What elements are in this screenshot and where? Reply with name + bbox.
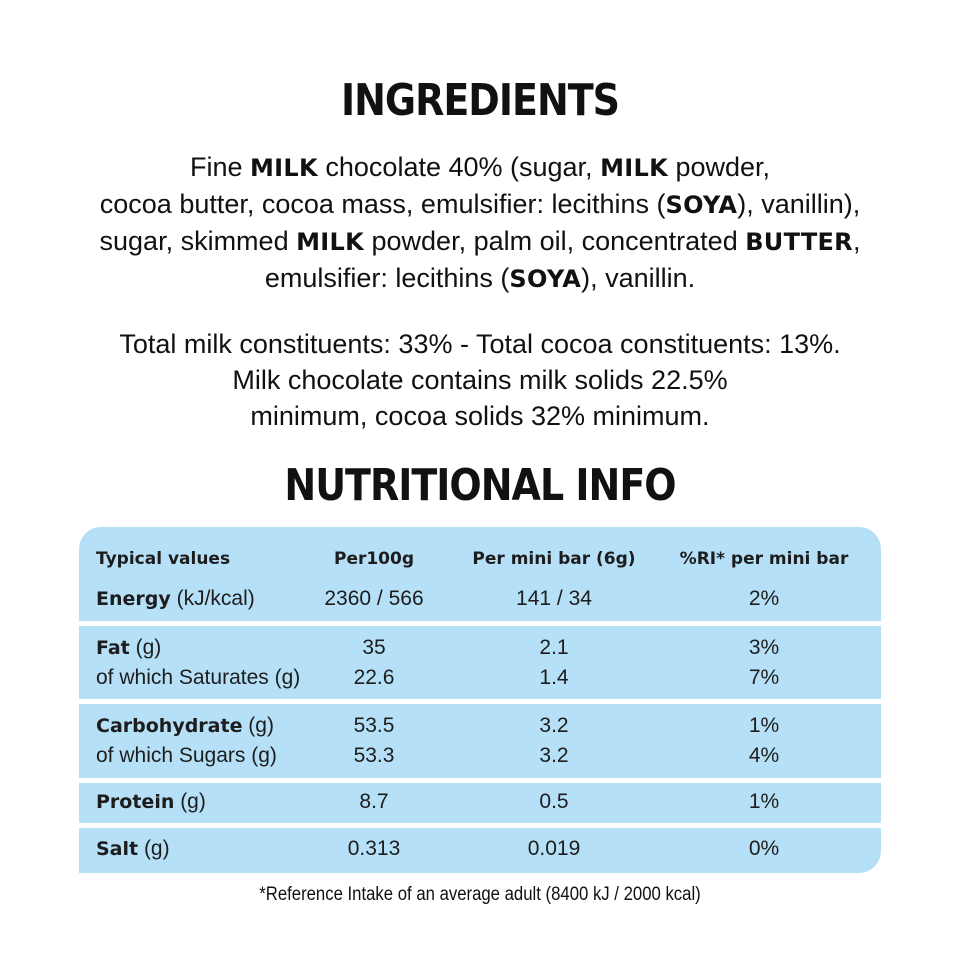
nutritional-info-title: NUTRITIONAL INFO <box>284 459 676 511</box>
constituents-line: Total milk constituents: 33% - Total coc… <box>119 329 841 359</box>
constituents-text: Total milk constituents: 33% - Total coc… <box>40 326 920 434</box>
protein-per-bar: 0.5 <box>539 790 569 813</box>
row-name: Protein <box>96 791 175 813</box>
sugars-per100: 53.3 <box>353 744 395 767</box>
row-unit: (kJ/kcal) <box>170 587 255 610</box>
row-label-saturates: of which Saturates (g) <box>96 666 301 689</box>
allergen-highlight: MILK <box>249 154 318 182</box>
row-name: Energy <box>96 588 171 610</box>
ingredient-text: sugar, skimmed <box>99 226 297 256</box>
header-ri: %RI* per mini bar <box>679 549 849 569</box>
fat-ri: 3% <box>748 636 780 659</box>
header-per-100g: Per100g <box>333 549 415 569</box>
reference-intake-footnote: *Reference Intake of an average adult (8… <box>259 884 701 905</box>
ingredient-text: emulsifier: lecithins ( <box>264 263 510 293</box>
ingredient-text: cocoa butter, cocoa mass, emulsifier: le… <box>99 189 666 219</box>
ingredient-text: powder, palm oil, concentrated <box>364 226 746 256</box>
row-label-salt: Salt (g) <box>96 837 170 861</box>
constituents-line: Milk chocolate contains milk solids 22.5… <box>232 365 728 395</box>
row-name: Carbohydrate <box>96 715 243 737</box>
header-typical-values: Typical values <box>96 549 231 569</box>
ingredients-title: INGREDIENTS <box>340 74 620 126</box>
ingredients-text: Fine MILK chocolate 40% (sugar, MILK pow… <box>40 149 920 297</box>
table-band-fat: Fat (g) 35 2.1 3% of which Saturates (g)… <box>79 626 881 699</box>
table-band-salt: Salt (g) 0.313 0.019 0% <box>79 828 881 873</box>
row-name: Salt <box>96 838 139 860</box>
sugars-ri: 4% <box>748 744 780 767</box>
energy-ri: 2% <box>748 587 780 610</box>
row-label-sugars: of which Sugars (g) <box>96 744 277 767</box>
row-label-fat: Fat (g) <box>96 636 161 660</box>
protein-per100: 8.7 <box>359 790 389 813</box>
allergen-highlight: SOYA <box>665 191 738 219</box>
ingredients-line: cocoa butter, cocoa mass, emulsifier: le… <box>40 186 920 223</box>
saturates-per100: 22.6 <box>353 666 395 689</box>
constituents-line: minimum, cocoa solids 32% minimum. <box>250 401 710 431</box>
ingredient-text: chocolate 40% (sugar, <box>317 152 601 182</box>
ingredients-line: sugar, skimmed MILK powder, palm oil, co… <box>40 223 920 260</box>
energy-per100: 2360 / 566 <box>324 587 424 610</box>
row-unit: (g) <box>129 636 162 659</box>
nutrition-table: Typical values Per100g Per mini bar (6g)… <box>79 527 881 873</box>
fat-per100: 35 <box>362 636 386 659</box>
ingredients-line: emulsifier: lecithins (SOYA), vanillin. <box>40 260 920 297</box>
allergen-highlight: MILK <box>296 228 364 256</box>
salt-per100: 0.313 <box>347 837 401 860</box>
saturates-per-bar: 1.4 <box>539 666 569 689</box>
table-band-carbohydrate: Carbohydrate (g) 53.5 3.2 1% of which Su… <box>79 704 881 778</box>
ingredients-line: Fine MILK chocolate 40% (sugar, MILK pow… <box>40 149 920 186</box>
carbohydrate-per100: 53.5 <box>353 714 395 737</box>
row-label-energy: Energy (kJ/kcal) <box>96 587 255 611</box>
salt-per-bar: 0.019 <box>527 837 581 860</box>
protein-ri: 1% <box>748 790 780 813</box>
sugars-per-bar: 3.2 <box>539 744 569 767</box>
ingredient-text: powder, <box>667 152 771 182</box>
table-band-protein: Protein (g) 8.7 0.5 1% <box>79 783 881 823</box>
header-per-mini-bar: Per mini bar (6g) <box>472 549 636 569</box>
row-label-carbohydrate: Carbohydrate (g) <box>96 714 274 738</box>
ingredient-text: ), vanillin. <box>581 263 696 293</box>
allergen-highlight: SOYA <box>509 265 582 293</box>
carbohydrate-per-bar: 3.2 <box>539 714 569 737</box>
saturates-ri: 7% <box>748 666 780 689</box>
ingredient-text: ), vanillin), <box>737 189 861 219</box>
ingredient-text: Fine <box>189 152 250 182</box>
salt-ri: 0% <box>748 837 780 860</box>
fat-per-bar: 2.1 <box>539 636 569 659</box>
carbohydrate-ri: 1% <box>748 714 780 737</box>
ingredient-text: , <box>852 226 861 256</box>
allergen-highlight: BUTTER <box>745 228 853 256</box>
row-unit: (g) <box>138 837 170 860</box>
row-name: Fat <box>96 637 130 659</box>
row-unit: (g) <box>174 790 206 813</box>
row-unit: (g) <box>242 714 274 737</box>
allergen-highlight: MILK <box>600 154 668 182</box>
row-label-protein: Protein (g) <box>96 790 206 814</box>
table-band-header-energy: Typical values Per100g Per mini bar (6g)… <box>79 527 881 621</box>
energy-per-bar: 141 / 34 <box>516 587 592 610</box>
